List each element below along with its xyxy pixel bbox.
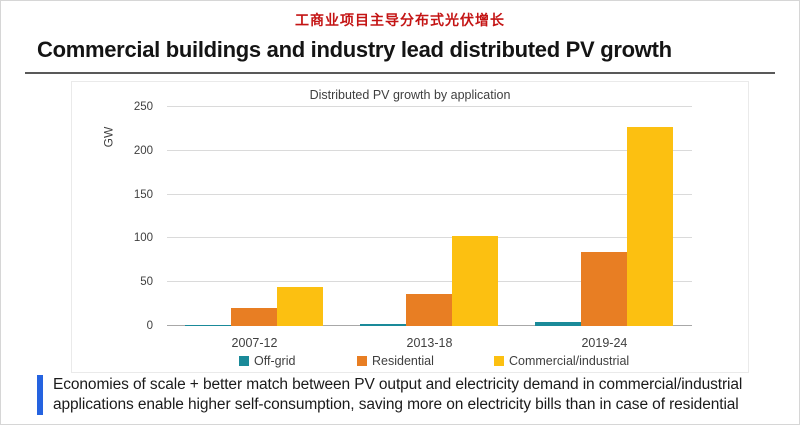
y-tick-label: 0 — [146, 320, 153, 332]
note-accent-bar — [37, 375, 43, 415]
chart-title: Distributed PV growth by application — [309, 88, 511, 102]
legend-swatch-residential — [357, 356, 367, 366]
bar-group-2007-12 — [167, 107, 342, 326]
y-tick-label: 200 — [133, 144, 153, 157]
legend-swatch-off-grid — [239, 356, 249, 366]
x-tick-label: 2007-12 — [231, 336, 278, 350]
legend-item-commercial-industrial: Commercial/industrial — [494, 354, 629, 368]
bar-commercial-industrial-2007-12 — [277, 286, 324, 326]
legend-item-residential: Residential — [357, 354, 434, 368]
bar-commercial-industrial-2019-24 — [627, 127, 674, 326]
legend-label: Commercial/industrial — [509, 354, 630, 368]
x-tick-label: 2013-18 — [406, 336, 453, 350]
bar-off-grid-2019-24 — [535, 321, 582, 326]
plot-area — [167, 106, 692, 326]
gridline — [167, 106, 692, 107]
x-tick-label: 2019-24 — [581, 336, 628, 350]
legend-item-off-grid: Off-grid — [239, 354, 295, 368]
title-divider — [25, 72, 775, 74]
bar-residential-2007-12 — [231, 308, 278, 326]
bar-commercial-industrial-2013-18 — [452, 235, 499, 326]
bar-chart: Distributed PV growth by application GW … — [71, 81, 749, 373]
bar-off-grid-2013-18 — [360, 324, 407, 326]
gridline — [167, 237, 692, 239]
note-text: Economies of scale + better match betwee… — [53, 375, 742, 415]
gridline — [167, 193, 692, 195]
bar-group-2013-18 — [342, 107, 517, 326]
legend-label: Off-grid — [254, 354, 296, 368]
page-title: Commercial buildings and industry lead d… — [37, 37, 672, 62]
gridline — [167, 149, 692, 151]
x-axis-labels: 2007-12 2013-18 2019-24 — [167, 334, 692, 352]
note-line: applications enable higher self-consumpt… — [53, 396, 739, 413]
bar-group-2019-24 — [517, 107, 692, 326]
bar-off-grid-2007-12 — [185, 325, 232, 326]
chart-legend: Off-grid Residential Commercial/industrial — [72, 354, 748, 370]
y-tick-label: 100 — [133, 232, 153, 245]
takeaway-note: Economies of scale + better match betwee… — [37, 375, 742, 415]
legend-swatch-commercial-industrial — [494, 356, 504, 366]
bar-residential-2019-24 — [581, 251, 628, 326]
slide-title-chinese: 工商业项目主导分布式光伏增长 — [295, 12, 505, 28]
y-tick-label: 150 — [133, 188, 153, 201]
gridline — [167, 281, 692, 283]
bar-residential-2013-18 — [406, 294, 453, 326]
y-tick-label: 50 — [140, 276, 153, 289]
note-line: Economies of scale + better match betwee… — [53, 376, 743, 393]
y-tick-label: 250 — [133, 101, 153, 113]
legend-label: Residential — [372, 354, 434, 368]
